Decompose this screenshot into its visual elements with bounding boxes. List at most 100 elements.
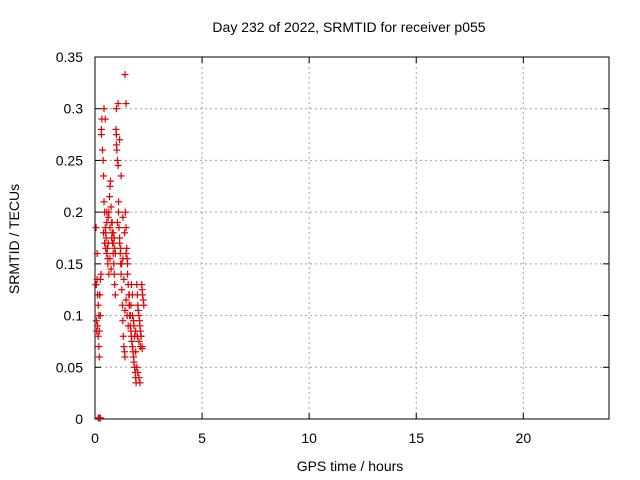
data-point [111,281,119,289]
chart-title: Day 232 of 2022, SRMTID for receiver p05… [212,19,485,35]
y-tick-label: 0.35 [56,49,83,65]
data-point [93,250,101,258]
data-point [133,363,141,371]
data-point [128,337,136,345]
y-tick-label: 0.1 [64,308,84,324]
gridlines [95,57,609,419]
data-point [96,291,104,299]
data-point [104,260,112,268]
plot-frame [94,56,610,420]
data-point [92,224,100,232]
data-point [124,270,132,278]
data-point [136,379,144,387]
data-point [130,358,138,366]
y-tick-label: 0.25 [56,152,83,168]
data-point [111,250,119,258]
data-point [134,306,142,314]
data-point [109,239,117,247]
data-point [100,172,108,180]
data-point [113,156,121,164]
data-point [100,229,108,237]
data-point [95,343,103,351]
data-point [100,105,108,113]
y-axis-ticks: 0 0.05 0.1 0.15 0.2 0.25 0.3 0.35 [56,49,609,427]
data-point [119,332,127,340]
data-point [107,203,115,211]
data-point [103,208,111,216]
data-point [117,244,125,252]
data-point [110,260,118,268]
data-point [122,224,130,232]
data-point [115,224,123,232]
data-point [121,353,129,361]
data-point [96,312,104,320]
data-point [109,229,117,237]
data-point [124,260,132,268]
data-point [139,291,147,299]
data-point [116,136,124,144]
data-point [121,306,129,314]
data-point [95,327,103,335]
data-point [106,193,114,201]
x-tick-label: 20 [516,430,532,446]
data-point [94,322,102,330]
data-point [118,301,126,309]
data-point [106,255,114,263]
y-tick-label: 0.05 [56,359,83,375]
data-point [112,131,120,139]
data-point [119,317,127,325]
data-point [112,141,120,149]
data-point [99,156,107,164]
data-point [106,224,114,232]
y-tick-label: 0.15 [56,256,83,272]
x-tick-label: 10 [301,430,317,446]
data-point [135,374,143,382]
data-point [134,368,142,376]
x-tick-label: 15 [408,430,424,446]
data-point [101,115,109,123]
y-axis-label: SRMTID / TECUs [6,184,22,294]
data-point [122,100,130,108]
data-point [108,234,116,242]
data-point [119,213,127,221]
data-point [140,301,148,309]
data-point [100,198,108,206]
data-point [132,348,140,356]
data-point [94,332,102,340]
data-point [97,270,105,278]
data-point [97,131,105,139]
data-point [107,265,115,273]
x-axis-label: GPS time / hours [297,458,404,474]
data-point [104,213,112,221]
data-point [112,105,120,113]
data-point [121,208,129,216]
data-point [92,317,100,325]
data-point [127,301,135,309]
data-point [102,244,110,252]
data-point [121,71,129,79]
y-tick-label: 0.2 [64,204,84,220]
data-point [117,270,125,278]
x-tick-label: 5 [198,430,206,446]
data-point [105,270,113,278]
data-point [119,255,127,263]
data-point [135,312,143,320]
data-point [115,198,123,206]
data-point [111,291,119,299]
data-point [127,281,135,289]
data-point [125,291,133,299]
data-point [95,353,103,361]
data-point [94,301,102,309]
data-point [133,332,141,340]
data-point [121,229,129,237]
data-point [114,162,122,170]
data-point [135,337,143,345]
data-point [132,327,140,335]
data-point [115,208,123,216]
data-point [96,414,104,422]
data-point [111,244,119,252]
data-point [106,177,114,185]
data-point [117,172,125,180]
data-point [92,281,100,289]
